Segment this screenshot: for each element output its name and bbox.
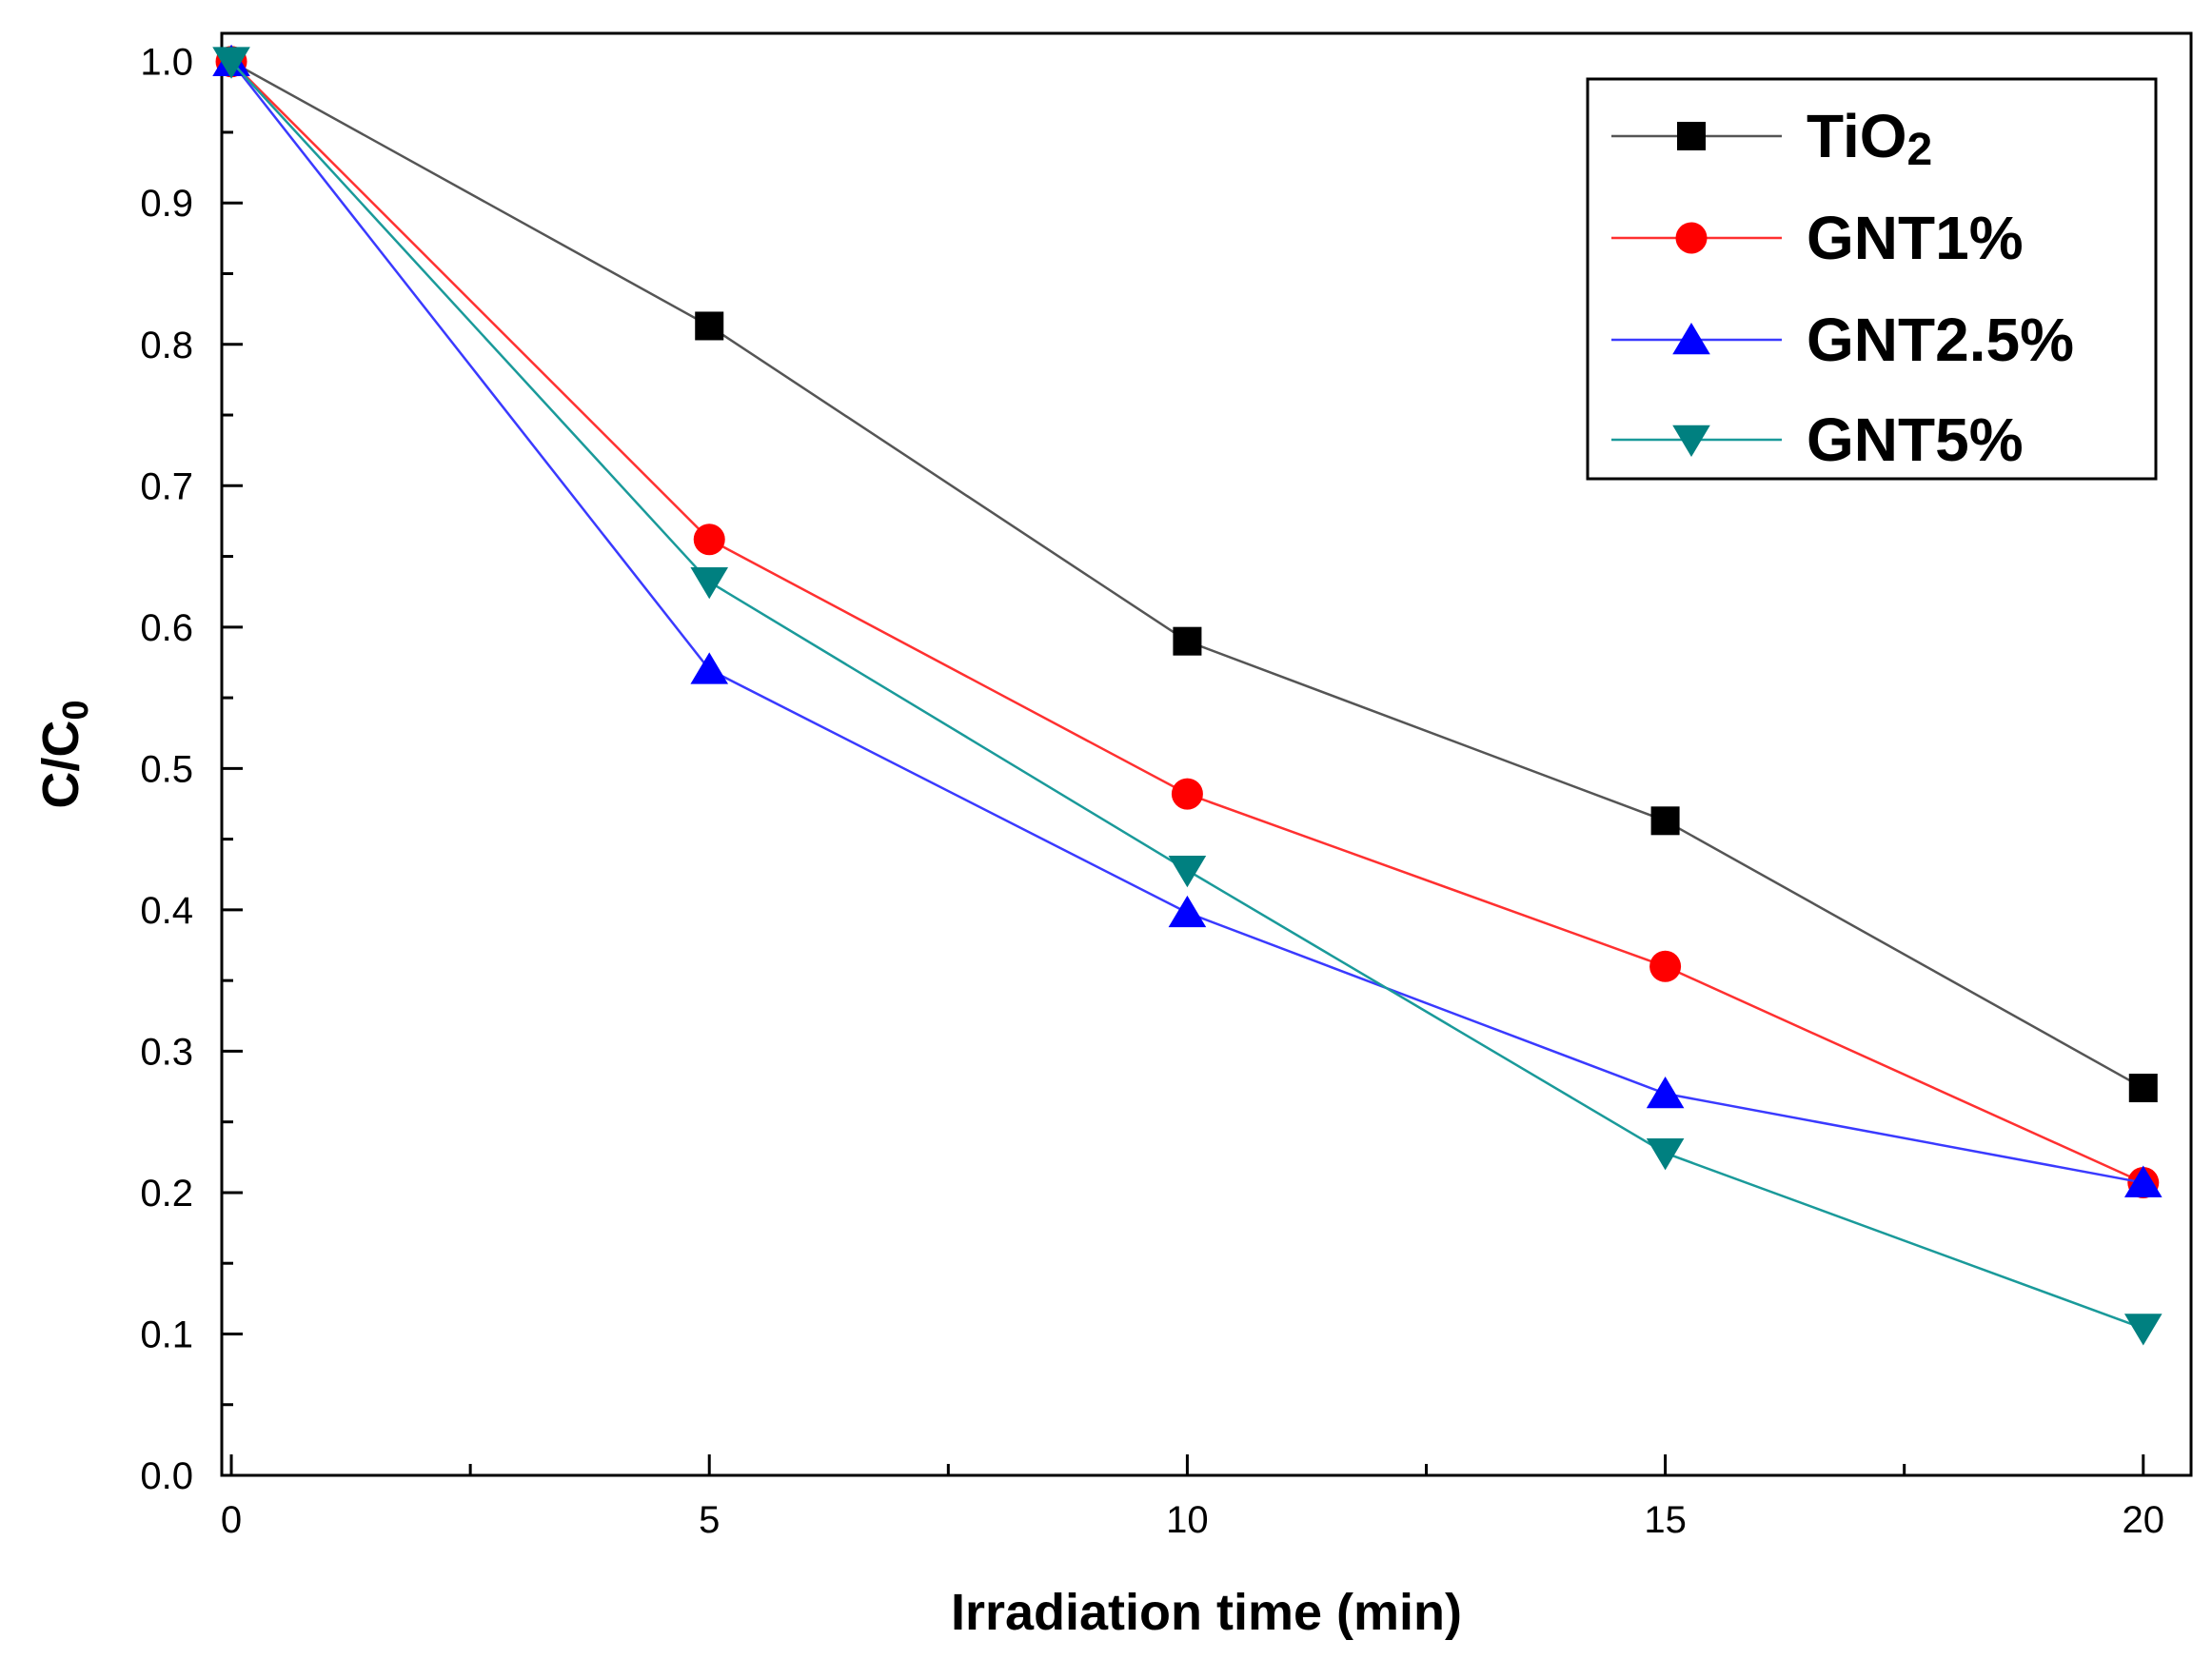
legend-label-main: GNT5% (1807, 405, 2024, 474)
y-tick-label: 0.8 (140, 325, 193, 366)
legend-label: TiO2 (1807, 102, 1932, 175)
y-tick-label: 1.0 (140, 42, 193, 84)
legend-label: GNT1% (1807, 204, 2024, 272)
series-0 (217, 47, 2158, 1103)
legend-label: GNT2.5% (1807, 306, 2074, 374)
data-point (1649, 950, 1682, 982)
y-tick-label: 0.2 (140, 1173, 193, 1215)
legend-marker (1672, 425, 1710, 457)
legend-label: GNT5% (1807, 405, 2024, 474)
x-tick-label: 10 (1166, 1499, 1209, 1541)
x-tick-label: 0 (221, 1499, 242, 1541)
legend-label-main: GNT2.5% (1807, 306, 2074, 374)
legend: TiO2 GNT1% GNT2.5% GNT5% (1586, 77, 2158, 481)
legend-marker (1672, 323, 1710, 355)
data-point (1168, 895, 1207, 928)
x-tick-label: 20 (2123, 1499, 2165, 1541)
legend-item: GNT2.5% (1611, 306, 2074, 374)
data-point (1173, 626, 1202, 656)
legend-marker (1675, 222, 1708, 254)
y-tick-label: 0.1 (140, 1314, 193, 1355)
legend-label-subscript: 2 (1907, 125, 1933, 175)
data-point (1646, 1138, 1685, 1171)
data-point (690, 652, 729, 684)
axis-ticks: 0 5 10 15 20 0.0 0.1 0.2 0.3 0.4 0.5 0.6 0.7 0.8 0.9 1.… (140, 42, 2164, 1541)
legend-item: TiO2 (1611, 102, 1932, 175)
y-tick-label: 0.5 (140, 748, 193, 790)
y-tick-label: 0.9 (140, 183, 193, 225)
y-tick-label: 0.7 (140, 465, 193, 507)
x-axis-title: Irradiation time (min) (951, 1584, 1462, 1641)
data-point (690, 566, 729, 600)
data-point (1171, 778, 1203, 810)
data-point (2123, 1165, 2163, 1197)
legend-label-main: TiO (1807, 102, 1907, 170)
data-point (212, 47, 250, 79)
y-tick-label: 0.6 (140, 607, 193, 649)
x-tick-label: 15 (1644, 1499, 1687, 1541)
legend-item: GNT5% (1611, 405, 2024, 474)
series-3 (212, 47, 2163, 1346)
y-axis-title-subscript: 0 (56, 700, 96, 720)
data-point (2123, 1314, 2163, 1346)
plot-area (220, 31, 2193, 1477)
series-group (212, 44, 2163, 1346)
plot-frame (220, 31, 2193, 1477)
data-point (693, 524, 725, 556)
y-tick-label: 0.3 (140, 1031, 193, 1073)
y-tick-label: 0.4 (140, 890, 193, 932)
data-point (1168, 855, 1207, 888)
y-axis-title-main: C/C (32, 721, 89, 809)
data-point (2128, 1074, 2158, 1103)
data-point (1650, 806, 1680, 836)
legend-label-main: GNT1% (1807, 204, 2024, 272)
legend-marker (1677, 122, 1706, 150)
x-tick-label: 5 (699, 1499, 720, 1541)
data-point (695, 311, 724, 341)
data-point (1646, 1076, 1685, 1109)
y-tick-label: 0.0 (140, 1455, 193, 1497)
legend-item: GNT1% (1611, 204, 2024, 272)
y-axis-title: C/C0 (32, 700, 96, 808)
